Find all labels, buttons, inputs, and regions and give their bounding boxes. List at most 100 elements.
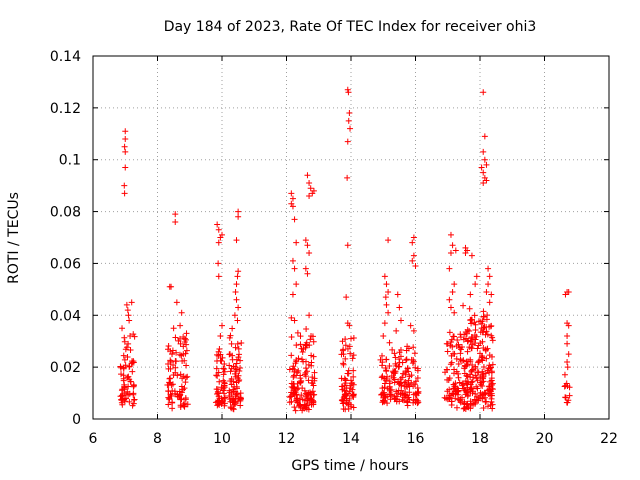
data-point xyxy=(452,388,459,395)
data-point xyxy=(298,345,305,352)
data-point xyxy=(310,338,317,345)
data-point xyxy=(412,390,419,397)
data-point xyxy=(480,180,487,187)
data-point xyxy=(386,339,393,346)
data-point xyxy=(213,365,220,372)
data-point xyxy=(481,394,488,401)
data-point xyxy=(178,395,185,402)
data-point xyxy=(347,350,354,357)
data-point xyxy=(469,362,476,369)
data-point xyxy=(408,372,415,379)
data-point xyxy=(169,387,176,394)
data-point xyxy=(215,389,222,396)
data-point xyxy=(396,356,403,363)
data-point xyxy=(462,386,469,393)
data-point xyxy=(120,372,127,379)
data-point xyxy=(488,398,495,405)
data-point xyxy=(130,383,137,390)
data-point xyxy=(183,362,190,369)
data-point xyxy=(449,288,456,295)
data-point xyxy=(177,402,184,409)
data-point xyxy=(405,345,412,352)
data-point xyxy=(344,138,351,145)
data-point xyxy=(231,370,238,377)
data-point xyxy=(475,318,482,325)
data-point xyxy=(289,257,296,264)
data-point xyxy=(123,344,130,351)
data-point xyxy=(227,377,234,384)
data-point xyxy=(460,336,467,343)
data-point xyxy=(183,347,190,354)
data-point xyxy=(480,404,487,411)
data-point xyxy=(169,405,176,412)
data-point xyxy=(340,400,347,407)
data-point xyxy=(219,387,226,394)
data-point xyxy=(400,370,407,377)
data-point xyxy=(299,349,306,356)
data-point xyxy=(455,374,462,381)
data-point xyxy=(234,375,241,382)
data-point xyxy=(167,357,174,364)
data-point xyxy=(564,358,571,365)
data-point xyxy=(461,370,468,377)
data-point xyxy=(383,301,390,308)
data-point xyxy=(385,309,392,316)
data-point xyxy=(311,377,318,384)
y-tick-label: 0.08 xyxy=(50,205,81,221)
data-point xyxy=(306,180,313,187)
data-point xyxy=(303,402,310,409)
data-point xyxy=(214,372,221,379)
data-point xyxy=(345,117,352,124)
data-point xyxy=(483,355,490,362)
x-tick-label: 16 xyxy=(407,431,425,447)
data-point xyxy=(385,288,392,295)
data-point xyxy=(130,396,137,403)
data-point xyxy=(226,392,233,399)
data-point xyxy=(303,365,310,372)
data-point xyxy=(120,352,127,359)
data-point xyxy=(127,333,134,340)
data-point xyxy=(288,352,295,359)
data-point xyxy=(456,379,463,386)
data-point xyxy=(305,406,312,413)
data-point xyxy=(447,339,454,346)
data-point xyxy=(306,342,313,349)
data-point xyxy=(180,343,187,350)
data-point xyxy=(472,336,479,343)
data-points xyxy=(117,86,573,414)
data-point xyxy=(342,342,349,349)
data-point xyxy=(118,387,125,394)
data-point xyxy=(232,363,239,370)
data-point xyxy=(221,384,228,391)
data-point xyxy=(288,314,295,321)
data-point xyxy=(564,383,571,389)
data-point xyxy=(232,368,239,375)
y-tick-label: 0.04 xyxy=(50,308,81,324)
data-point xyxy=(184,401,191,408)
data-point xyxy=(169,351,176,358)
x-tick-label: 6 xyxy=(89,431,98,447)
data-point xyxy=(383,356,390,363)
data-point xyxy=(310,353,317,360)
data-point xyxy=(168,392,175,399)
data-point xyxy=(229,352,236,359)
data-point xyxy=(305,377,312,384)
data-point xyxy=(125,391,132,398)
data-point xyxy=(412,263,419,270)
data-point xyxy=(409,257,416,264)
data-point xyxy=(564,399,571,406)
data-point xyxy=(286,394,293,401)
data-point xyxy=(344,174,351,181)
data-point xyxy=(407,322,414,329)
data-point xyxy=(385,237,392,244)
data-point xyxy=(227,396,234,403)
data-point xyxy=(304,172,311,179)
data-point xyxy=(458,394,465,401)
x-tick-label: 18 xyxy=(471,431,489,447)
data-point xyxy=(475,369,482,376)
data-point xyxy=(126,398,133,405)
data-point xyxy=(402,369,409,376)
data-point xyxy=(307,185,314,192)
data-point xyxy=(487,386,494,393)
data-point xyxy=(477,350,484,357)
